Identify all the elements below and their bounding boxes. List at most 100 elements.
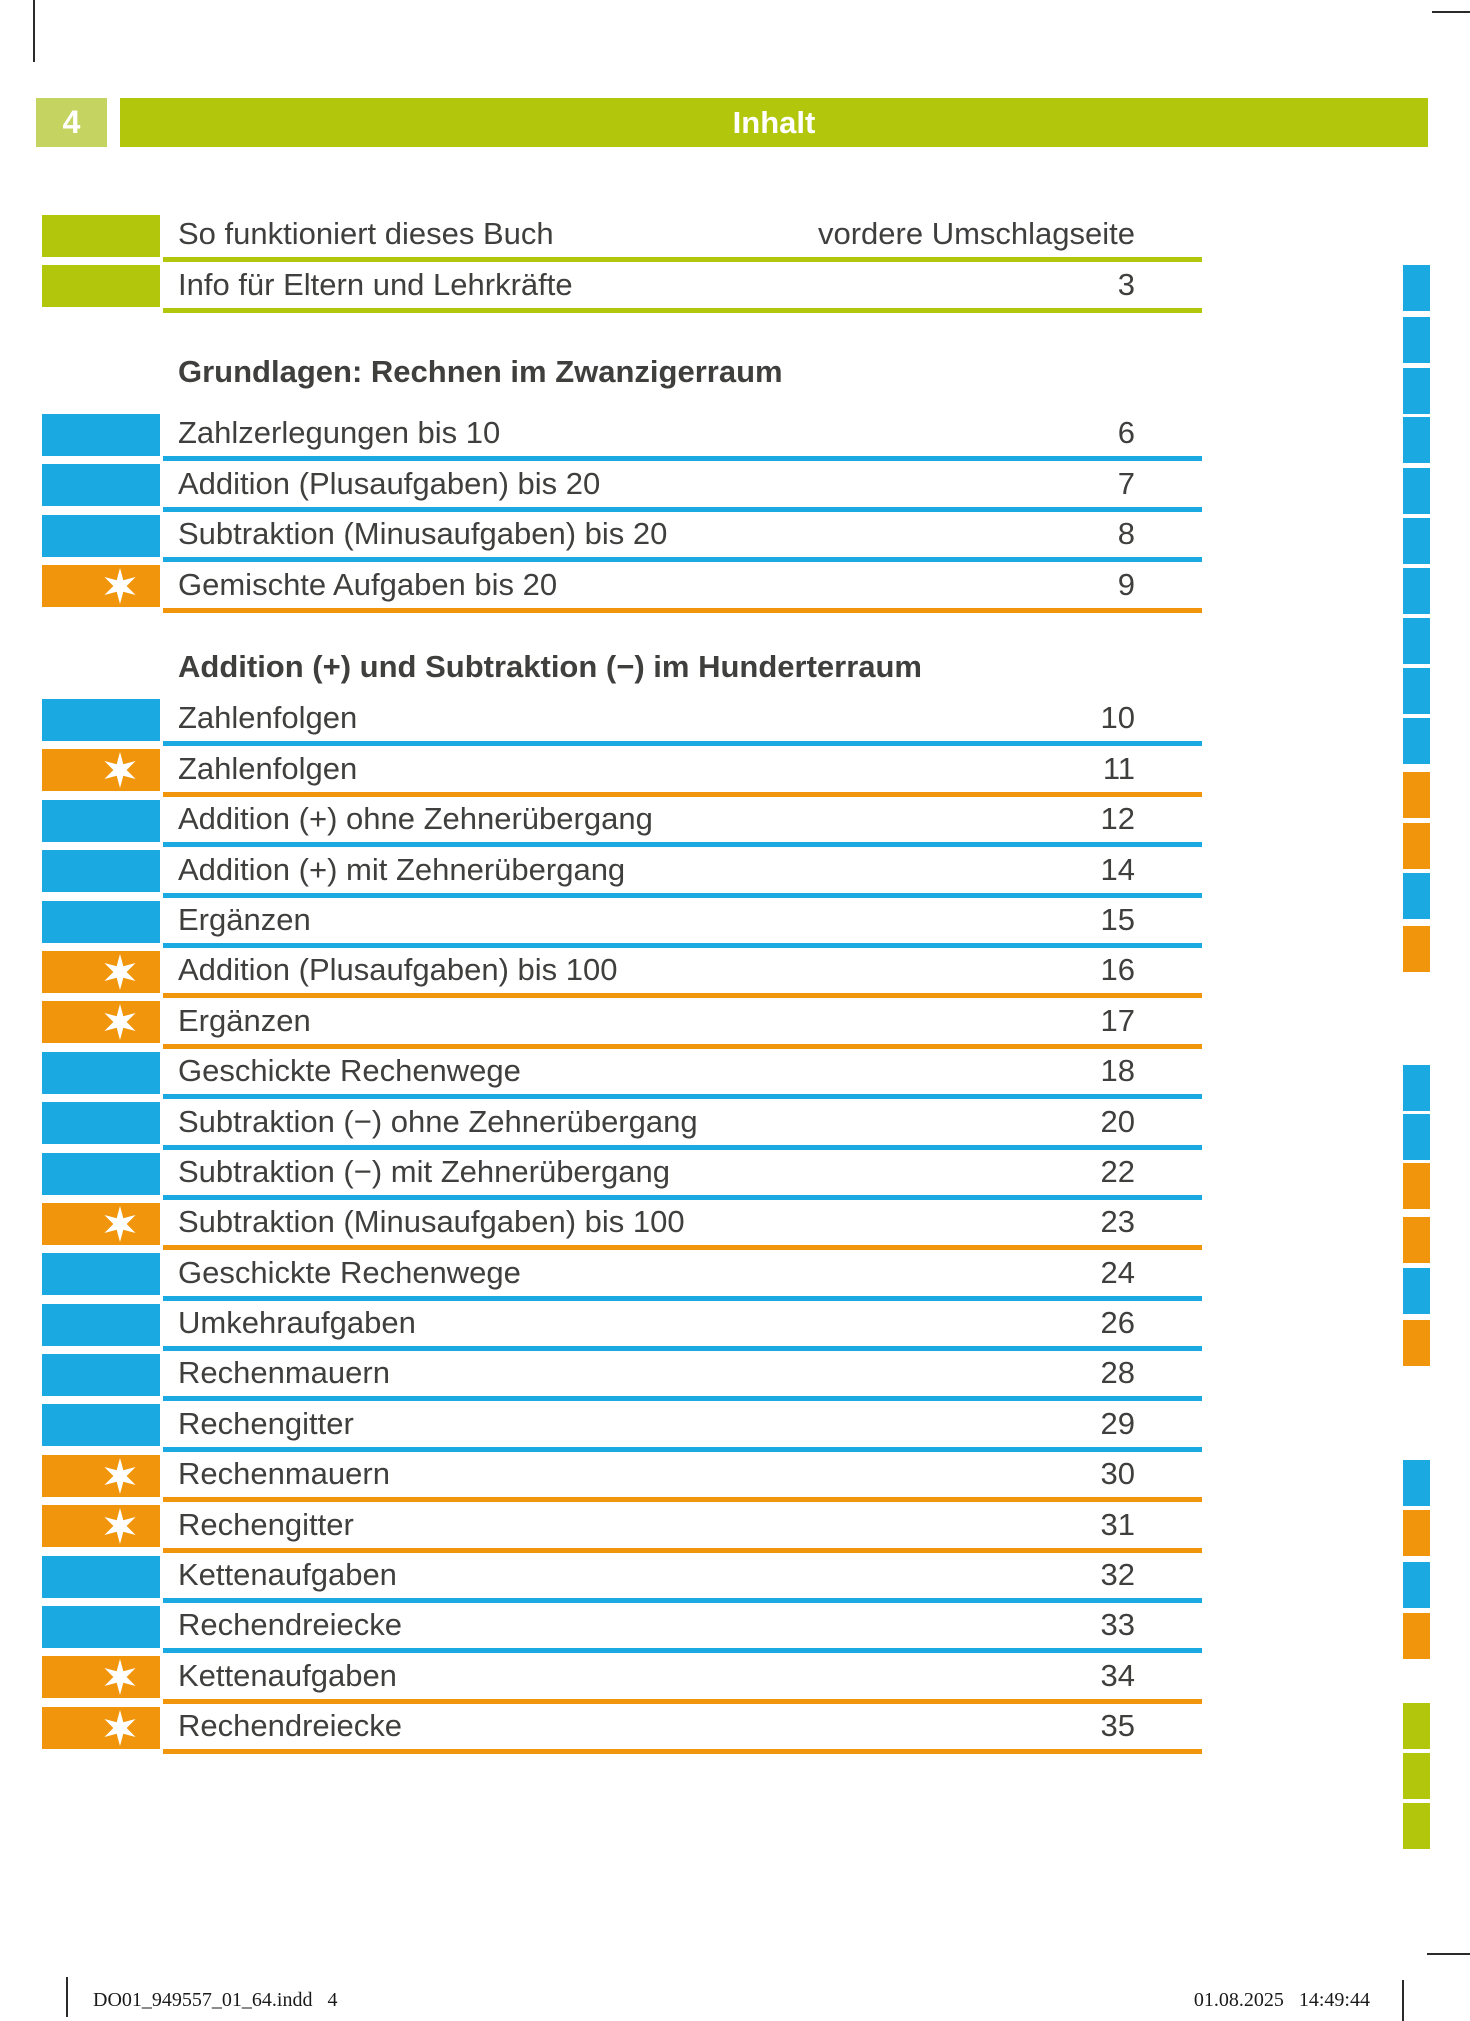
chapter-tab xyxy=(1403,926,1430,972)
row-color-box xyxy=(42,1354,160,1397)
row-underline xyxy=(163,1245,1202,1251)
toc-row: Rechengitter 29 xyxy=(0,1401,1470,1452)
chapter-tab xyxy=(1403,1217,1430,1263)
toc-row: Geschickte Rechenwege 18 xyxy=(0,1049,1470,1100)
row-color-box xyxy=(42,799,160,842)
chapter-tab xyxy=(1403,417,1430,463)
row-color-box xyxy=(42,1404,160,1447)
row-title: Subtraktion (−) mit Zehnerübergang xyxy=(178,1153,670,1189)
row-page-number: 31 xyxy=(1100,1506,1135,1542)
toc-row: Rechengitter 31 xyxy=(0,1502,1470,1553)
star-icon xyxy=(104,1457,136,1494)
row-underline xyxy=(163,506,1202,512)
chapter-tab xyxy=(1403,772,1430,818)
row-page-number: 22 xyxy=(1100,1153,1135,1189)
row-color-box xyxy=(42,215,160,257)
toc-row: Rechenmauern 28 xyxy=(0,1351,1470,1402)
star-icon xyxy=(104,568,136,605)
row-color-box xyxy=(42,749,160,792)
toc-row: Subtraktion (Minusaufgaben) bis 100 23 xyxy=(0,1200,1470,1251)
row-page-number: 28 xyxy=(1100,1355,1135,1391)
footer-timestamp: 01.08.2025 14:49:44 xyxy=(1193,1989,1370,2011)
row-underline xyxy=(163,456,1202,462)
row-title: Addition (+) ohne Zehnerübergang xyxy=(178,801,653,837)
toc-row: Addition (+) mit Zehnerübergang 14 xyxy=(0,847,1470,898)
toc-row: Info für Eltern und Lehrkräfte 3 xyxy=(0,262,1470,313)
row-color-box xyxy=(42,1202,160,1245)
row-page-number: 3 xyxy=(1117,266,1135,302)
row-underline xyxy=(163,942,1202,948)
row-title: So funktioniert dieses Buch xyxy=(178,216,554,252)
row-title: Addition (Plusaufgaben) bis 100 xyxy=(178,952,618,988)
row-underline xyxy=(163,1043,1202,1049)
row-title: Gemischte Aufgaben bis 20 xyxy=(178,566,558,602)
row-underline xyxy=(163,1749,1202,1755)
row-page-number: 7 xyxy=(1117,465,1135,501)
footer-filename: DO01_949557_01_64.indd 4 xyxy=(93,1989,338,2011)
row-underline xyxy=(163,1346,1202,1352)
row-page-number: 23 xyxy=(1100,1204,1135,1240)
chapter-tab xyxy=(1403,468,1430,514)
page-title: Inhalt xyxy=(120,98,1428,147)
row-underline xyxy=(163,1648,1202,1654)
chapter-tab xyxy=(1403,518,1430,564)
toc-row: Kettenaufgaben 32 xyxy=(0,1553,1470,1604)
toc-section-hunderterraum: Zahlenfolgen 10 Zahlenfolgen 11 xyxy=(0,696,1470,1755)
chapter-tab xyxy=(1403,1562,1430,1608)
row-page-number: 26 xyxy=(1100,1305,1135,1341)
toc-row: Zahlzerlegungen bis 10 6 xyxy=(0,411,1470,462)
row-page-number: 32 xyxy=(1100,1557,1135,1593)
row-underline xyxy=(163,307,1202,313)
row-title: Rechendreiecke xyxy=(178,1607,403,1643)
row-underline xyxy=(163,1144,1202,1150)
row-page-number: 9 xyxy=(1117,566,1135,602)
row-color-box xyxy=(42,265,160,308)
chapter-tab xyxy=(1403,823,1430,869)
row-page-number: 17 xyxy=(1100,1002,1135,1038)
row-color-box xyxy=(42,1706,160,1749)
chapter-tab xyxy=(1403,1065,1430,1111)
row-title: Info für Eltern und Lehrkräfte xyxy=(178,266,573,302)
row-page-number: 16 xyxy=(1100,952,1135,988)
toc-row: Addition (Plusaufgaben) bis 100 16 xyxy=(0,948,1470,999)
row-underline xyxy=(163,257,1202,263)
row-page-number: 24 xyxy=(1100,1254,1135,1290)
row-page-number: 14 xyxy=(1100,851,1135,887)
toc-row: Zahlenfolgen 10 xyxy=(0,696,1470,747)
trim-mark-top-left xyxy=(33,0,35,62)
chapter-tab xyxy=(1403,1803,1430,1849)
row-underline xyxy=(163,1194,1202,1200)
row-underline xyxy=(163,557,1202,563)
row-underline xyxy=(163,1598,1202,1604)
toc-row: So funktioniert dieses Buch vordere Umsc… xyxy=(0,212,1470,263)
row-page-number: 15 xyxy=(1100,901,1135,937)
row-color-box xyxy=(42,414,160,456)
row-title: Addition (+) mit Zehnerübergang xyxy=(178,851,626,887)
row-page-number: 33 xyxy=(1100,1607,1135,1643)
toc-row: Gemischte Aufgaben bis 20 9 xyxy=(0,562,1470,613)
row-underline xyxy=(163,1094,1202,1100)
row-page-number: 30 xyxy=(1100,1456,1135,1492)
row-color-box xyxy=(42,514,160,557)
row-page-number: 18 xyxy=(1100,1053,1135,1089)
star-icon xyxy=(104,953,136,990)
page-number-badge: 4 xyxy=(36,98,107,147)
row-title: Rechengitter xyxy=(178,1506,354,1542)
chapter-tab xyxy=(1403,1703,1430,1749)
chapter-tab xyxy=(1403,1163,1430,1209)
row-title: Ergänzen xyxy=(178,1002,311,1038)
row-page-number: 10 xyxy=(1100,700,1135,736)
row-color-box xyxy=(42,1555,160,1598)
row-underline xyxy=(163,1547,1202,1553)
row-underline xyxy=(163,1396,1202,1402)
row-title: Geschickte Rechenwege xyxy=(178,1053,521,1089)
page-title-label: Inhalt xyxy=(732,104,816,140)
row-underline xyxy=(163,842,1202,848)
toc-intro-rows: So funktioniert dieses Buch vordere Umsc… xyxy=(0,212,1470,313)
row-underline xyxy=(163,1295,1202,1301)
row-color-box xyxy=(42,850,160,893)
row-underline xyxy=(163,791,1202,797)
row-color-box xyxy=(42,699,160,741)
row-title: Umkehraufgaben xyxy=(178,1305,416,1341)
row-underline xyxy=(163,892,1202,898)
